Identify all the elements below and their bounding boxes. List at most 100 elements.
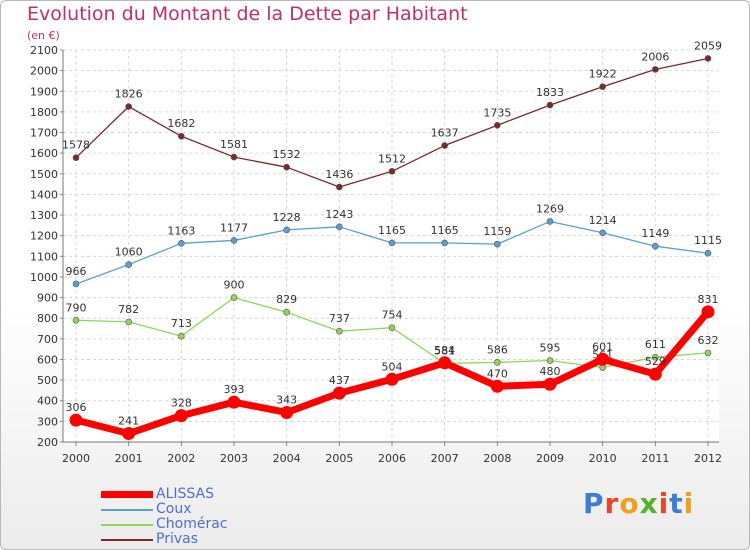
- data-point: [72, 280, 80, 288]
- data-point: [388, 168, 396, 175]
- logo-letter: i: [683, 487, 695, 520]
- data-label: 1922: [589, 68, 617, 81]
- data-point: [494, 359, 501, 366]
- y-tick-label: 1800: [30, 106, 58, 119]
- chart-title: Evolution du Montant de la Dette par Hab…: [27, 3, 468, 25]
- y-tick-label: 1700: [30, 127, 58, 140]
- data-point: [704, 249, 712, 257]
- y-tick-label: 2100: [30, 44, 58, 57]
- data-point: [283, 308, 290, 316]
- data-label: 900: [224, 279, 245, 292]
- data-label: 754: [382, 309, 403, 322]
- data-point: [438, 356, 452, 370]
- data-point: [336, 183, 343, 191]
- y-tick-label: 900: [37, 292, 58, 305]
- legend-label: Chomérac: [156, 516, 228, 532]
- x-tick-label: 2010: [589, 452, 617, 465]
- data-label: 480: [540, 365, 561, 378]
- data-point: [388, 324, 396, 332]
- y-tick-label: 500: [37, 374, 58, 387]
- y-tick-label: 1200: [30, 230, 58, 243]
- y-tick-label: 700: [37, 333, 58, 346]
- data-point: [648, 367, 662, 381]
- data-point: [227, 395, 241, 409]
- data-label: 1243: [325, 208, 353, 221]
- data-label: 1228: [273, 211, 301, 224]
- logo-letter: t: [669, 487, 684, 520]
- data-label: 1833: [536, 86, 564, 99]
- data-label: 595: [540, 342, 561, 355]
- y-tick-label: 2000: [30, 65, 58, 78]
- data-point: [652, 66, 659, 73]
- data-point: [490, 379, 504, 393]
- data-label: 437: [329, 374, 350, 387]
- data-point: [599, 83, 606, 91]
- data-label: 1826: [115, 88, 143, 101]
- data-label: 831: [698, 293, 719, 306]
- data-point: [546, 218, 554, 225]
- data-point: [652, 242, 659, 250]
- logo-letter: o: [619, 487, 640, 520]
- data-label: 328: [171, 397, 192, 410]
- data-label: 1578: [62, 139, 90, 152]
- data-point: [543, 377, 557, 391]
- data-point: [125, 103, 132, 110]
- data-label: 713: [171, 317, 192, 330]
- x-tick-label: 2011: [641, 452, 669, 465]
- data-point: [599, 229, 606, 237]
- data-point: [441, 142, 448, 149]
- x-tick-label: 2003: [220, 452, 248, 465]
- data-point: [546, 357, 554, 364]
- data-point: [69, 413, 83, 427]
- legend-swatch: [101, 524, 153, 526]
- data-label: 584: [434, 344, 455, 357]
- data-point: [230, 294, 238, 301]
- data-label: 790: [66, 301, 87, 314]
- legend-item: Coux: [101, 501, 301, 517]
- data-label: 829: [276, 293, 297, 306]
- data-label: 504: [382, 360, 403, 373]
- data-label: 343: [276, 393, 297, 406]
- data-point: [494, 240, 501, 248]
- legend-item: Chomérac: [101, 516, 301, 532]
- x-tick-label: 2009: [536, 452, 564, 465]
- data-label: 1735: [483, 106, 511, 119]
- data-point: [230, 153, 238, 161]
- x-tick-label: 2008: [483, 452, 511, 465]
- data-label: 737: [329, 312, 350, 325]
- data-point: [122, 427, 136, 441]
- data-point: [174, 409, 188, 423]
- x-tick-label: 2000: [62, 452, 90, 465]
- data-label: 529: [645, 355, 666, 368]
- data-label: 601: [592, 340, 613, 353]
- data-point: [336, 223, 343, 231]
- y-tick-label: 800: [37, 312, 58, 325]
- data-point: [178, 240, 185, 247]
- data-point: [283, 163, 290, 171]
- logo-letter: r: [604, 487, 620, 520]
- data-point: [280, 405, 294, 419]
- data-label: 1060: [115, 246, 143, 259]
- y-tick-label: 1400: [30, 188, 58, 201]
- logo-letter: i: [658, 487, 670, 520]
- y-tick-label: 200: [37, 436, 58, 449]
- data-label: 1512: [378, 152, 406, 165]
- x-tick-label: 2007: [431, 452, 459, 465]
- data-point: [596, 352, 610, 366]
- data-label: 1149: [641, 227, 669, 240]
- data-point: [178, 132, 185, 140]
- data-label: 1682: [167, 117, 195, 130]
- data-label: 1163: [167, 224, 195, 237]
- y-tick-label: 1300: [30, 209, 58, 222]
- legend-swatch: [101, 509, 153, 511]
- data-label: 1214: [589, 214, 617, 227]
- y-tick-label: 1000: [30, 271, 58, 284]
- data-point: [546, 101, 554, 109]
- legend-label: Coux: [156, 501, 192, 517]
- data-label: 1159: [483, 225, 511, 238]
- data-point: [652, 353, 659, 361]
- data-point: [388, 239, 396, 247]
- data-label: 1637: [431, 127, 459, 140]
- proxiti-logo: Proxiti: [583, 487, 694, 520]
